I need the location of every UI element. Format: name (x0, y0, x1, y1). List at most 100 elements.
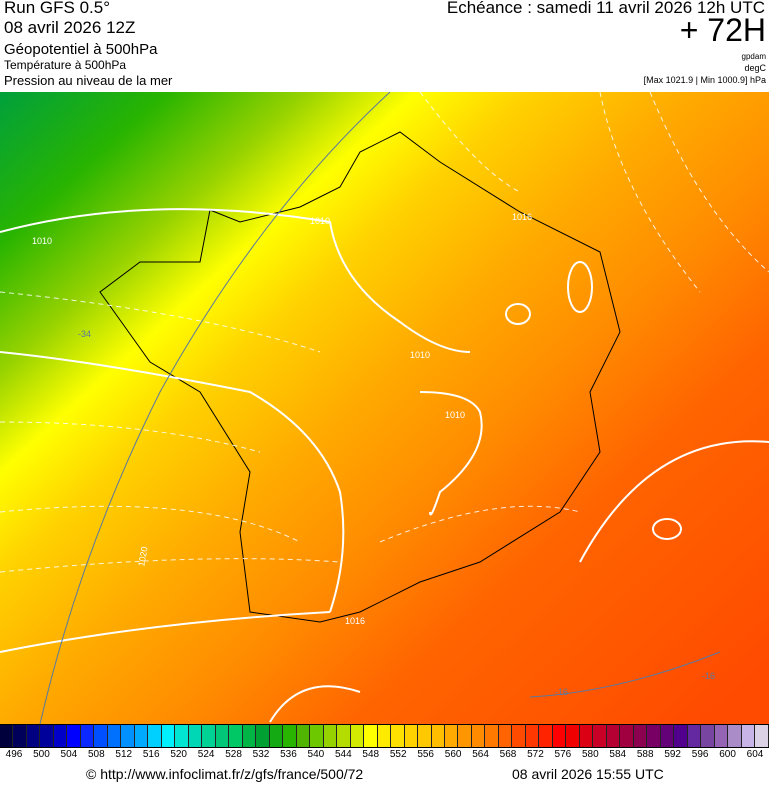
color-scale-cell (13, 725, 27, 747)
run-date: 08 avril 2026 12Z (4, 18, 136, 37)
color-scale-cell (593, 725, 607, 747)
color-scale-cell (633, 725, 648, 747)
color-scale-tick: 508 (87, 749, 105, 760)
color-scale-cell (471, 725, 486, 747)
color-scale-cell (701, 725, 715, 747)
color-scale-cell (161, 725, 176, 747)
color-scale-tick: 556 (417, 749, 434, 760)
echeance: Echéance : samedi 11 avril 2026 12h UTC (446, 0, 765, 17)
color-scale-cell (660, 725, 675, 747)
color-scale-cell (552, 725, 567, 747)
color-scale-cell (674, 725, 688, 747)
color-scale-cell (148, 725, 162, 747)
color-scale-cell (444, 725, 459, 747)
color-scale-cell (579, 725, 594, 747)
temp-label: -34 (78, 329, 91, 339)
color-scale-cell (310, 725, 324, 747)
color-scale-cell (485, 725, 499, 747)
color-scale-cell (364, 725, 378, 747)
color-scale-cell (53, 725, 68, 747)
color-scale-cell (498, 725, 513, 747)
isobar-label: 1020 (136, 546, 149, 567)
color-scale-tick: 512 (115, 749, 133, 760)
color-scale-tick: 524 (197, 749, 215, 760)
unit-degc: degC (744, 63, 766, 73)
color-scale-cell (215, 725, 230, 747)
color-scale-tick: 500 (33, 749, 50, 760)
color-scale-tick: 568 (499, 749, 517, 760)
temperature-isotherm (529, 651, 721, 698)
color-scale-cell (606, 725, 621, 747)
layer-temperature: Température à 500hPa (4, 58, 127, 72)
color-scale-tick: 552 (389, 749, 407, 760)
color-scale-tick: 604 (746, 749, 764, 760)
color-scale-cell (296, 725, 311, 747)
layer-pressure: Pression au niveau de la mer (4, 73, 173, 88)
color-scale-cell (269, 725, 284, 747)
color-scale-tick: 580 (581, 749, 599, 760)
color-scale (0, 724, 769, 748)
color-scale-tick: 548 (362, 749, 380, 760)
color-scale-tick: 496 (5, 749, 23, 760)
color-scale-cell (134, 725, 149, 747)
color-scale-cell (121, 725, 135, 747)
lead-time: + 72H (679, 12, 766, 48)
color-scale-tick: 516 (142, 749, 160, 760)
color-scale-cell (337, 725, 351, 747)
isobar-label: 1010 (32, 236, 52, 246)
color-scale-cell (188, 725, 203, 747)
color-scale-tick: 584 (609, 749, 627, 760)
color-scale-tick: 504 (60, 749, 78, 760)
color-scale-cell (647, 725, 661, 747)
color-scale-cell (80, 725, 95, 747)
color-scale-cell (67, 725, 81, 747)
source-url[interactable]: © http://www.infoclimat.fr/z/gfs/france/… (86, 766, 364, 782)
unit-gpdam: gpdam (741, 52, 766, 61)
weather-map: 1010 1010 1010 1016 1020 1010 1016 -34 -… (0, 92, 769, 724)
color-scale-cell (377, 725, 392, 747)
color-scale-tick: 572 (527, 749, 544, 760)
color-scale-tick: 536 (280, 749, 297, 760)
color-scale-cell (323, 725, 338, 747)
color-scale-tick: 528 (225, 749, 242, 760)
color-scale-tick: 564 (472, 749, 489, 760)
color-scale-cell (512, 725, 526, 747)
color-scale-tick: 600 (719, 749, 736, 760)
color-scale-cell (525, 725, 540, 747)
color-scale-cell (94, 725, 108, 747)
color-scale-cell (229, 725, 243, 747)
color-scale-cell (202, 725, 216, 747)
color-scale-ticks: 496 500 504 508 512 516 520 524 528 532 536 540 544 5… (0, 749, 769, 761)
color-scale-cell (391, 725, 405, 747)
color-scale-cell (755, 725, 769, 747)
color-scale-tick: 520 (170, 749, 187, 760)
isobar-label: 1010 (445, 410, 465, 420)
pressure-range: [Max 1021.9 | Min 1000.9] hPa (643, 75, 766, 85)
color-scale-cell (40, 725, 54, 747)
color-scale-cell (714, 725, 729, 747)
color-scale-cell (539, 725, 553, 747)
run-title: Run GFS 0.5° (4, 0, 111, 17)
color-scale-cell (620, 725, 634, 747)
isobars (0, 208, 769, 723)
color-scale-tick: 596 (691, 749, 709, 760)
color-scale-tick: 576 (554, 749, 572, 760)
color-scale-cell (256, 725, 270, 747)
color-scale-cell (404, 725, 419, 747)
color-scale-tick: 532 (252, 749, 270, 760)
isobar-label: 1010 (410, 350, 430, 360)
color-scale-cell (728, 725, 742, 747)
color-scale-tick: 540 (307, 749, 325, 760)
isobar-label: 1016 (512, 212, 532, 222)
geopotential-field (0, 92, 769, 724)
color-scale-cell (0, 725, 14, 747)
layer-geopotential: Géopotentiel à 500hPa (4, 41, 158, 58)
color-scale-cell (283, 725, 297, 747)
color-scale-cell (458, 725, 472, 747)
color-scale-cell (418, 725, 432, 747)
color-scale-tick: 560 (444, 749, 462, 760)
color-scale-cell (107, 725, 122, 747)
color-scale-cell (242, 725, 257, 747)
temp-label: -16 (702, 671, 715, 681)
isobar-label: 1010 (310, 216, 330, 226)
